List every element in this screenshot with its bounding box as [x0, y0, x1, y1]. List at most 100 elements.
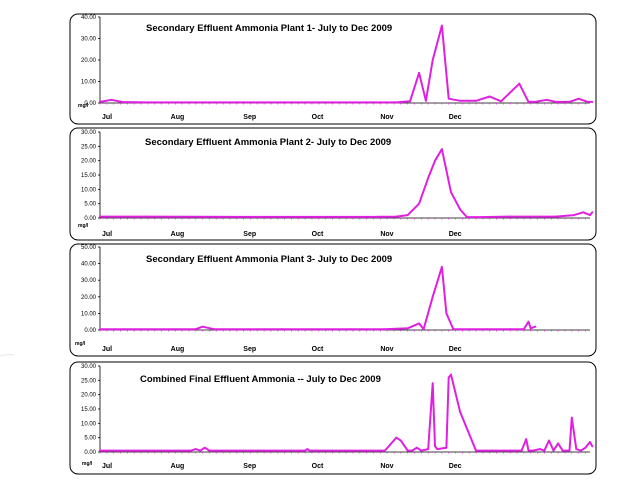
- data-point: [208, 449, 211, 452]
- y-tick-label: 0.00: [84, 101, 96, 107]
- data-point: [436, 448, 439, 451]
- data-point: [281, 328, 284, 331]
- plot-area: 0.00 10.00 20.00 30.00 40.00 Jul Aug Sep Oct Nov D…: [81, 15, 594, 121]
- data-point: [422, 328, 425, 331]
- data-point: [431, 59, 434, 61]
- data-point: [322, 449, 325, 452]
- data-point: [500, 100, 503, 103]
- data-point: [488, 95, 491, 98]
- plot-area: 0.00 5.00 10.00 15.00 20.00 25.00 30.00 Jul Aug S…: [81, 130, 594, 238]
- data-point: [395, 436, 398, 439]
- y-tick-label: 25.00: [81, 378, 97, 384]
- data-point: [399, 439, 402, 442]
- data-point: [486, 328, 489, 331]
- data-point: [529, 327, 532, 330]
- data-point: [527, 320, 530, 323]
- x-tick-label: Nov: [380, 346, 393, 353]
- data-point: [518, 82, 521, 85]
- data-point: [586, 101, 589, 103]
- data-point: [199, 449, 202, 452]
- data-point: [190, 101, 193, 104]
- x-tick-label: Dec: [449, 346, 462, 353]
- x-tick-label: Oct: [312, 231, 324, 238]
- data-point: [383, 328, 386, 331]
- data-point: [420, 449, 423, 452]
- data-point: [167, 328, 170, 331]
- x-tick-label: Oct: [312, 114, 324, 121]
- data-point: [445, 312, 448, 315]
- data-point: [545, 98, 548, 101]
- data-point: [110, 98, 113, 101]
- data-point: [534, 101, 537, 103]
- data-point: [452, 328, 455, 331]
- x-tick-label: Nov: [380, 114, 393, 121]
- data-point: [395, 215, 398, 218]
- data-point: [520, 449, 523, 452]
- y-tick-label: 30.00: [81, 130, 97, 136]
- x-tick-label: Sep: [243, 114, 256, 121]
- data-point: [466, 216, 468, 219]
- data-point: [418, 72, 420, 74]
- data-point: [570, 416, 573, 419]
- data-point: [491, 449, 493, 452]
- x-tick-label: Dec: [449, 463, 462, 470]
- panel-frame: [69, 361, 597, 475]
- data-point: [144, 215, 147, 218]
- data-point: [475, 449, 477, 452]
- data-point: [557, 442, 559, 445]
- data-point: [434, 445, 436, 448]
- data-point: [532, 449, 534, 452]
- y-tick-label: 30.00: [81, 278, 97, 284]
- data-point: [427, 176, 430, 179]
- y-tick-label: 10.00: [81, 80, 97, 86]
- data-point: [450, 191, 452, 194]
- x-tick-label: Sep: [243, 346, 256, 353]
- data-point: [281, 101, 284, 104]
- data-point: [258, 449, 261, 452]
- plot-area: 0.00 10.00 20.00 30.00 40.00 50.00 Jul Aug Sep Oc…: [81, 245, 590, 353]
- x-tick-label: Jul: [102, 463, 112, 470]
- data-point: [568, 101, 571, 103]
- data-point: [445, 446, 448, 449]
- y-tick-label: 50.00: [81, 245, 97, 251]
- data-point: [409, 100, 411, 103]
- data-point: [304, 449, 307, 452]
- data-point: [349, 449, 352, 452]
- data-point: [579, 449, 582, 452]
- data-point: [235, 215, 238, 218]
- data-point: [447, 97, 450, 100]
- x-tick-label: Jul: [102, 114, 112, 121]
- y-tick-label: 20.00: [81, 393, 97, 399]
- data-point: [406, 327, 409, 330]
- data-point: [315, 449, 318, 452]
- data-point: [543, 449, 546, 452]
- data-point: [523, 328, 525, 331]
- data-point: [440, 266, 443, 268]
- panel-frame: [69, 13, 597, 125]
- chart-title: Secondary Effluent Ammonia Plant 3- July…: [146, 254, 392, 265]
- data-point: [99, 328, 101, 331]
- y-tick-label: 0.00: [84, 216, 96, 222]
- data-point: [450, 373, 452, 376]
- data-point: [568, 449, 571, 452]
- data-point: [459, 410, 461, 413]
- y-tick-label: 30.00: [81, 364, 97, 370]
- data-point: [561, 449, 564, 452]
- chart-title: Secondary Effluent Ammonia Plant 2- July…: [145, 137, 391, 148]
- y-tick-label: 30.00: [81, 37, 97, 43]
- y-tick-label: 25.00: [81, 144, 97, 150]
- data-point: [327, 215, 329, 218]
- data-point: [548, 439, 550, 442]
- y-tick-label: 0.00: [84, 450, 96, 456]
- data-point: [418, 202, 420, 205]
- data-point: [415, 446, 418, 449]
- y-tick-label: 40.00: [81, 262, 97, 268]
- data-point: [525, 438, 528, 440]
- data-point: [411, 449, 414, 452]
- data-point: [194, 448, 197, 451]
- x-tick-label: Aug: [171, 346, 185, 353]
- x-tick-label: Oct: [312, 346, 324, 353]
- chart-title: Secondary Effluent Ammonia Plant 1- July…: [146, 23, 392, 34]
- panel-combined: Combined Final Effluent Ammonia -- July …: [69, 361, 597, 475]
- data-point: [213, 328, 215, 331]
